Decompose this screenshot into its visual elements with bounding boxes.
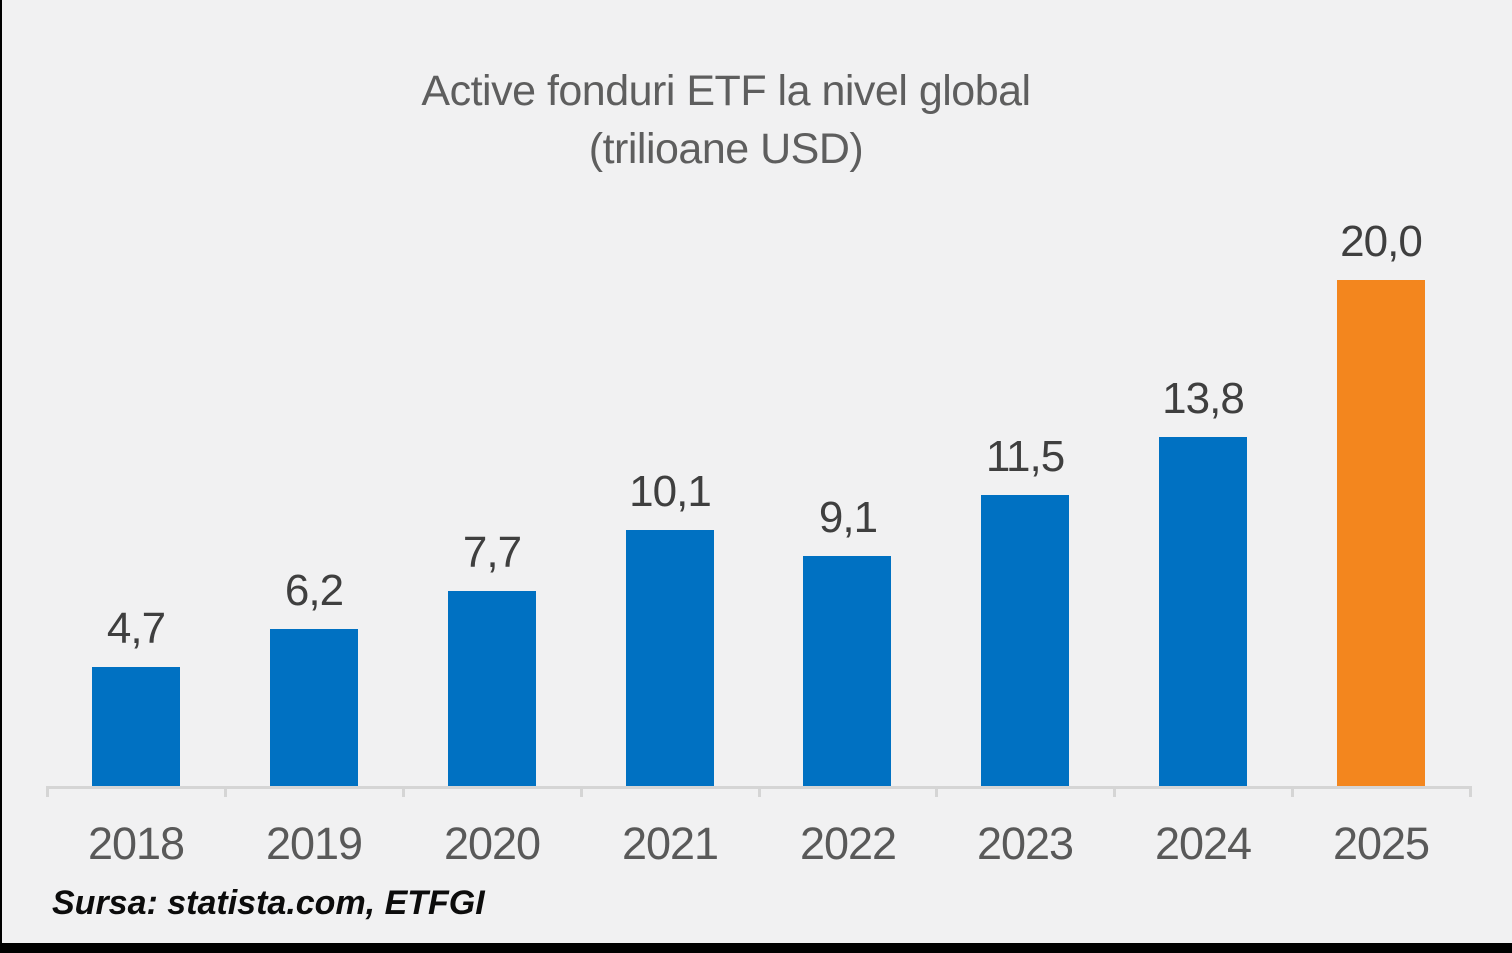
x-axis-label: 2021 bbox=[621, 818, 719, 869]
bar-2020 bbox=[448, 591, 536, 786]
x-axis-label: 2018 bbox=[87, 818, 185, 869]
source-caption: Sursa: statista.com, ETFGI bbox=[52, 884, 485, 922]
axis-tick bbox=[401, 786, 405, 797]
bar-2023 bbox=[981, 495, 1069, 786]
bar-2021 bbox=[626, 530, 714, 786]
axis-tick bbox=[579, 786, 583, 797]
axis-tick bbox=[46, 786, 49, 797]
x-axis-label: 2024 bbox=[1154, 818, 1252, 869]
axis-tick bbox=[223, 786, 227, 797]
frame-bottom-border bbox=[0, 943, 1512, 953]
bar-value-label: 6,2 bbox=[284, 566, 344, 615]
bar-value-label: 4,7 bbox=[106, 604, 166, 653]
frame-left-border bbox=[0, 0, 2, 953]
axis-tick bbox=[935, 786, 939, 797]
x-axis-label: 2025 bbox=[1332, 818, 1430, 869]
x-axis-label: 2019 bbox=[265, 818, 363, 869]
bar-value-label: 11,5 bbox=[985, 432, 1065, 481]
bar-2022 bbox=[803, 556, 891, 786]
bar-2024 bbox=[1159, 437, 1247, 786]
bar-value-label: 10,1 bbox=[629, 467, 712, 516]
chart-title: Active fonduri ETF la nivel global bbox=[421, 67, 1031, 115]
x-axis-label: 2022 bbox=[799, 818, 897, 869]
x-axis-label: 2023 bbox=[976, 818, 1074, 869]
bar-2025 bbox=[1337, 280, 1425, 786]
axis-tick bbox=[1469, 786, 1472, 797]
axis-tick bbox=[1291, 786, 1295, 797]
bar-value-label: 7,7 bbox=[462, 528, 522, 577]
chart-subtitle: (trilioane USD) bbox=[588, 125, 864, 173]
bar-value-label: 20,0 bbox=[1340, 217, 1423, 266]
bar-value-label: 9,1 bbox=[818, 493, 878, 542]
x-axis-label: 2020 bbox=[443, 818, 541, 869]
bar-value-label: 13,8 bbox=[1162, 374, 1245, 423]
axis-tick bbox=[757, 786, 761, 797]
bar-2018 bbox=[92, 667, 180, 786]
bar-2019 bbox=[270, 629, 358, 786]
axis-tick bbox=[1113, 786, 1117, 797]
